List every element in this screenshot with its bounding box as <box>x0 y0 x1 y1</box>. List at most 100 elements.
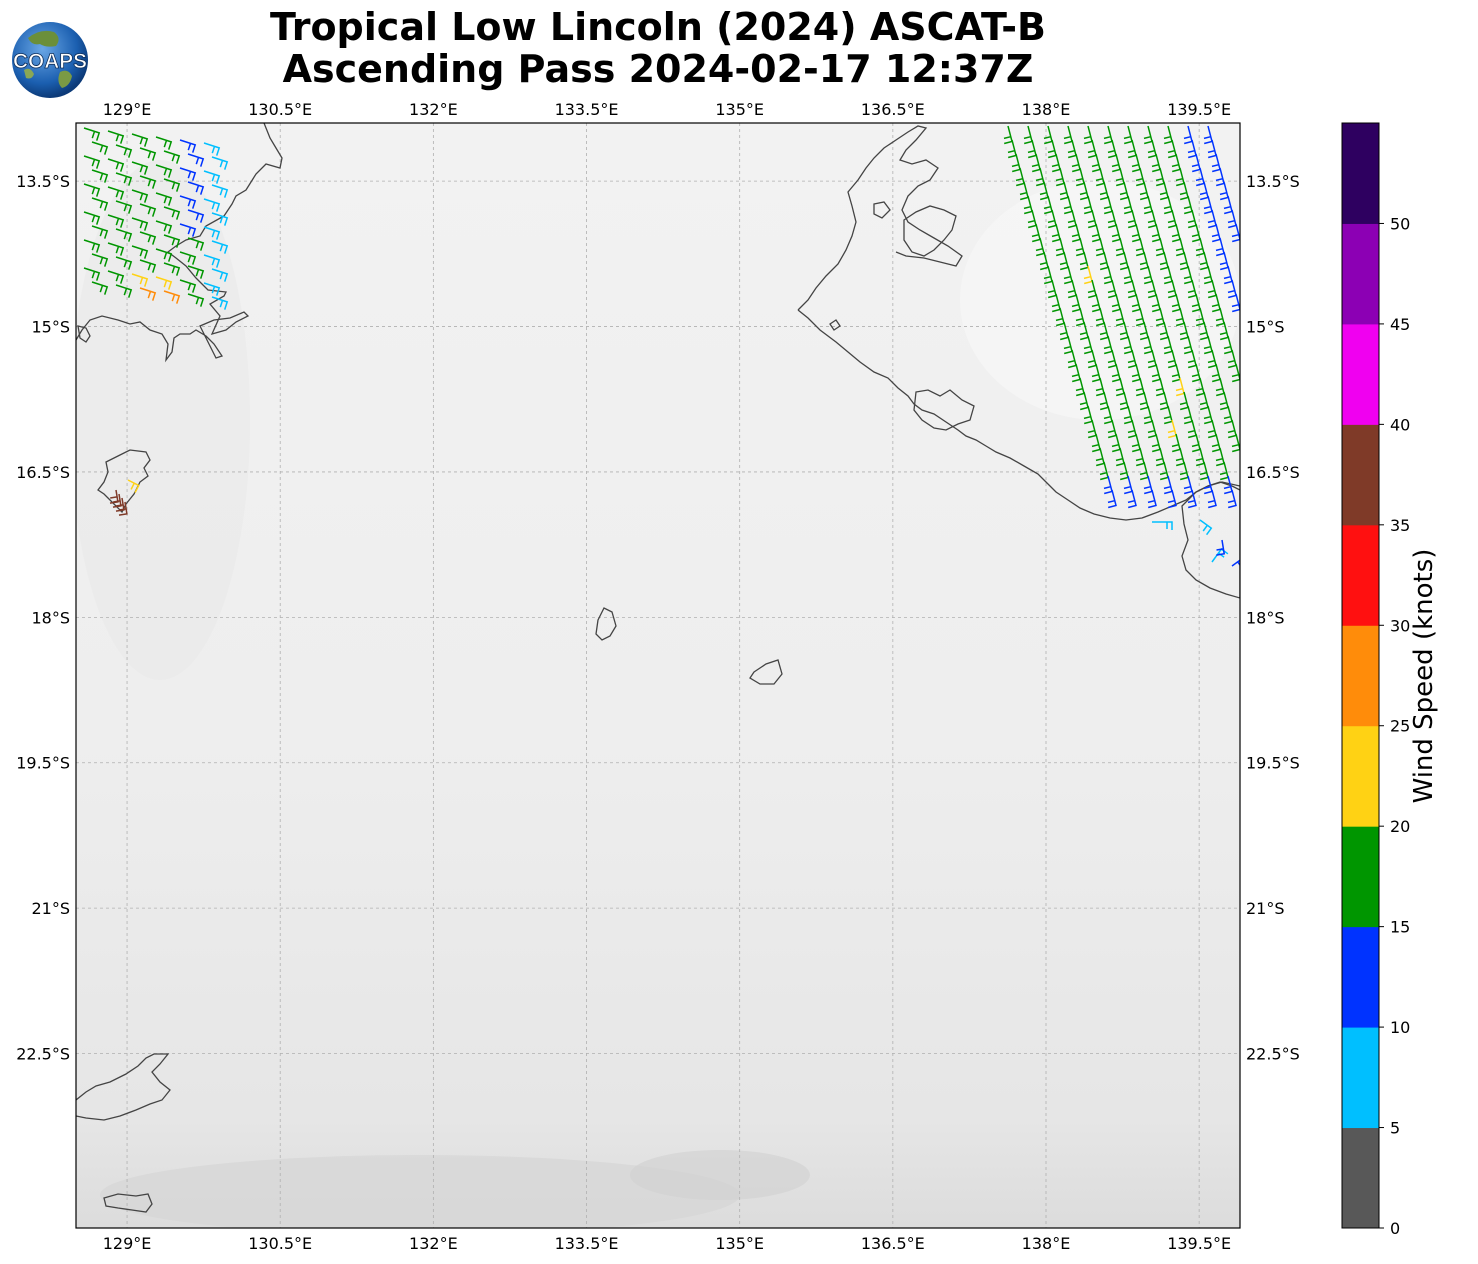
wind-barbs <box>83 125 1240 567</box>
wind-barb <box>131 161 149 175</box>
wind-barb <box>203 170 221 184</box>
wind-barb <box>187 181 205 195</box>
wind-barb <box>1147 489 1157 509</box>
wind-barb <box>155 164 173 178</box>
longitude-tick-labels-bottom: 129°E 130.5°E 132°E 133.5°E 135°E 136.5°E 138°… <box>103 1234 1231 1253</box>
lat-tick-right: 21°S <box>1246 899 1285 918</box>
wind-barb <box>83 183 101 197</box>
coastline-island-central <box>595 607 617 641</box>
lon-tick-top: 129°E <box>103 100 152 119</box>
lon-tick-top: 133.5°E <box>555 100 619 119</box>
wind-barb <box>139 203 157 217</box>
lat-tick-left: 16.5°S <box>16 463 70 482</box>
lat-tick-right: 18°S <box>1246 608 1285 627</box>
lon-tick-bottom: 133.5°E <box>555 1234 619 1253</box>
wind-barb <box>91 253 109 267</box>
colorbar-tick: 50 <box>1390 214 1410 233</box>
wind-barb <box>179 251 197 265</box>
colorbar-tick: 30 <box>1390 616 1410 635</box>
lat-tick-left: 19.5°S <box>16 754 70 773</box>
lat-tick-left: 13.5°S <box>16 172 70 191</box>
wind-barb <box>163 206 181 220</box>
colorbar-bin-40-45 <box>1342 323 1379 425</box>
colorbar-bin-0-5 <box>1342 1127 1379 1229</box>
coastline-island-b <box>873 201 891 219</box>
lon-tick-bottom: 132°E <box>409 1234 458 1253</box>
lon-tick-top: 130.5°E <box>248 100 312 119</box>
wind-barb <box>1231 433 1240 453</box>
lon-tick-top: 132°E <box>409 100 458 119</box>
colorbar-bin-30-35 <box>1342 524 1379 626</box>
lat-tick-right: 19.5°S <box>1246 754 1300 773</box>
lon-tick-bottom: 136.5°E <box>861 1234 925 1253</box>
wind-barb <box>1152 521 1173 530</box>
wind-barb <box>83 211 101 225</box>
coastlines <box>76 123 1240 1213</box>
wind-barb <box>155 136 173 150</box>
wind-barb <box>203 282 221 296</box>
wind-barb <box>1107 489 1117 509</box>
wind-barb <box>131 133 149 147</box>
wind-barb <box>91 281 109 295</box>
coastline-cape-east <box>1181 481 1240 599</box>
wind-barb <box>203 226 221 240</box>
wind-barb <box>91 225 109 239</box>
wind-barb <box>107 270 125 284</box>
coastline-kimberley <box>76 123 283 363</box>
wind-barb <box>187 265 205 279</box>
longitude-gridlines <box>126 123 1200 1228</box>
colorbar-label-box: Wind Speed (knots) <box>1409 549 1439 804</box>
wind-barb <box>139 259 157 273</box>
wind-barb <box>1216 539 1226 556</box>
wind-barb <box>211 212 229 226</box>
wind-barb <box>1227 489 1237 509</box>
coaps-logo: COAPS <box>12 22 88 98</box>
wind-barb <box>1187 489 1197 509</box>
coastline-island-a <box>829 319 841 331</box>
wind-barb <box>203 254 221 268</box>
wind-barb <box>163 262 181 276</box>
longitude-tick-labels-top: 129°E 130.5°E 132°E 133.5°E 135°E 136.5°E 138°… <box>103 100 1231 119</box>
wind-barb <box>127 479 140 493</box>
lon-tick-top: 138°E <box>1022 100 1071 119</box>
wind-barb <box>163 234 181 248</box>
coastline-cape-york-west <box>797 125 963 311</box>
wind-barb <box>131 189 149 203</box>
wind-barb <box>179 167 197 181</box>
lat-tick-right: 22.5°S <box>1246 1045 1300 1064</box>
colorbar-tick: 5 <box>1390 1119 1400 1138</box>
colorbar-label: Wind Speed (knots) <box>1409 548 1439 804</box>
colorbar-tick: 40 <box>1390 415 1410 434</box>
wind-barb <box>139 287 157 301</box>
lon-tick-bottom: 129°E <box>103 1234 152 1253</box>
colorbar-tick: 10 <box>1390 1018 1410 1037</box>
wind-barb <box>139 175 157 189</box>
lat-tick-right: 16.5°S <box>1246 463 1300 482</box>
coastline-gulf-carpentaria <box>797 309 1240 521</box>
colorbar-bin-45-50 <box>1342 223 1379 325</box>
lat-tick-right: 15°S <box>1246 318 1285 337</box>
lon-tick-bottom: 130.5°E <box>248 1234 312 1253</box>
wind-barb <box>83 127 101 141</box>
wind-barb <box>131 273 149 287</box>
latitude-gridlines <box>76 180 1240 1054</box>
wind-barb <box>163 178 181 192</box>
wind-barb <box>211 240 229 254</box>
wind-barb <box>1207 489 1217 509</box>
colorbar-bin-35-40 <box>1342 424 1379 526</box>
colorbar-bin-50-55 <box>1342 123 1379 224</box>
wind-barb <box>179 139 197 153</box>
wind-barb <box>115 200 133 214</box>
coastline-groote-island <box>903 205 957 257</box>
wind-barb <box>131 245 149 259</box>
wind-barb <box>115 172 133 186</box>
wind-barb <box>211 268 229 282</box>
lat-tick-left: 15°S <box>31 318 70 337</box>
logo-text: COAPS <box>13 50 87 73</box>
wind-barb <box>115 284 133 298</box>
wind-barb <box>91 141 109 155</box>
wind-barb <box>211 296 229 310</box>
wind-barb <box>115 256 133 270</box>
wind-barb <box>155 248 173 262</box>
colorbar-tick: 20 <box>1390 817 1410 836</box>
